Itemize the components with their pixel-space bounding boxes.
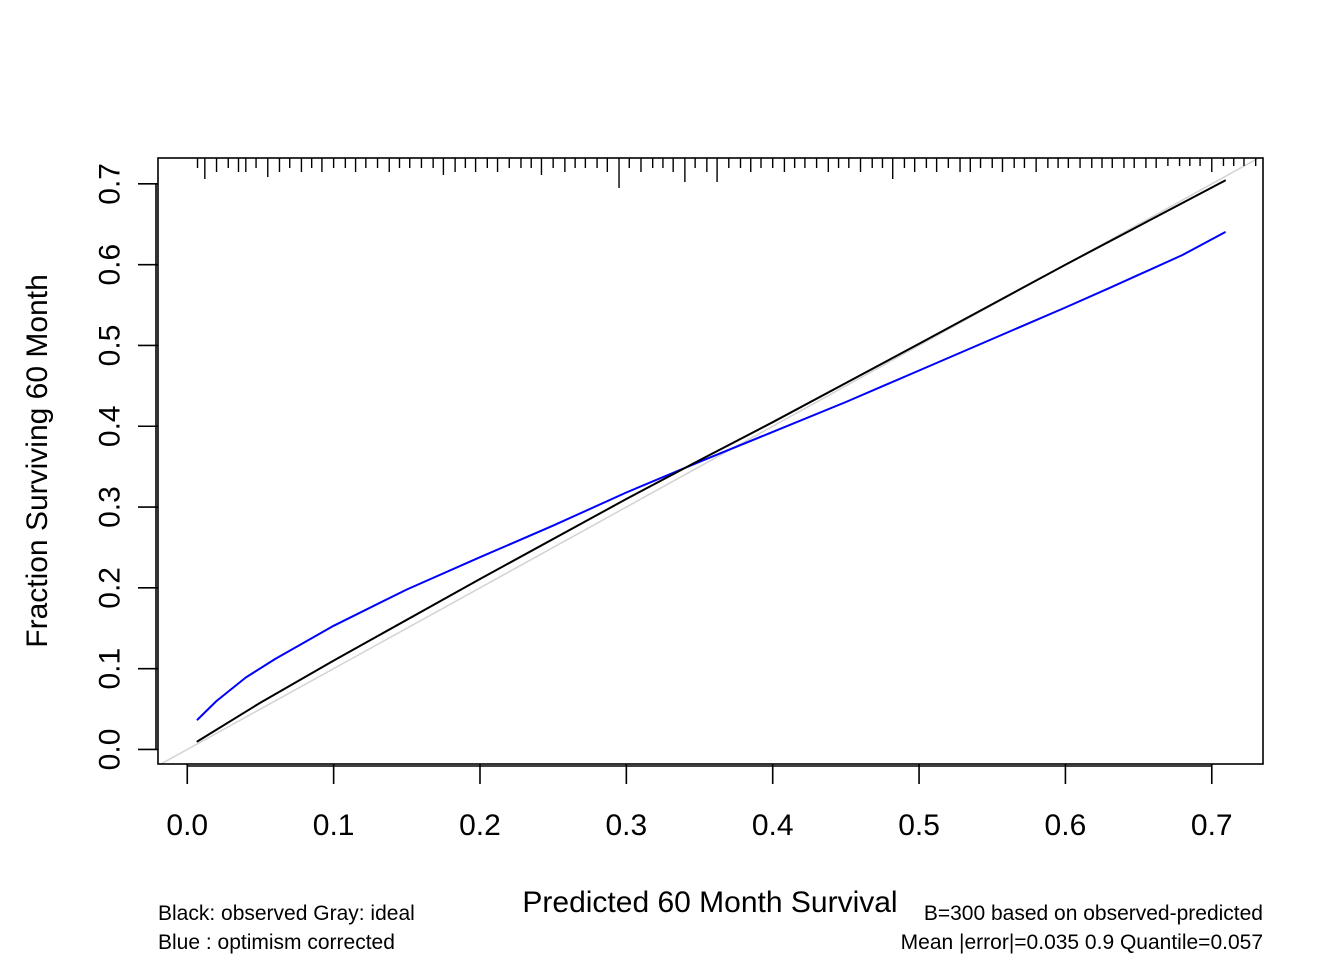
x-tick-label: 0.1 — [313, 809, 355, 842]
plot-area — [159, 158, 1261, 764]
x-tick-label: 0.4 — [752, 809, 794, 842]
y-tick-label: 0.2 — [94, 567, 127, 609]
series-line-optimism-corrected — [196, 231, 1226, 721]
note-optimism-corrected: Blue : optimism corrected — [158, 931, 395, 954]
rug-marks — [196, 158, 1257, 188]
y-tick-label: 0.5 — [94, 325, 127, 367]
y-tick-label: 0.0 — [94, 729, 127, 771]
y-axis: 0.0 0.1 0.2 0.3 0.4 0.5 0.6 0.7 — [94, 163, 158, 771]
y-tick-label: 0.4 — [94, 405, 127, 447]
x-tick-label: 0.6 — [1045, 809, 1087, 842]
note-mean-error: Mean |error|=0.035 0.9 Quantile=0.057 — [901, 931, 1263, 954]
y-tick-label: 0.6 — [94, 244, 127, 286]
x-tick-label: 0.7 — [1191, 809, 1233, 842]
x-tick-label: 0.2 — [459, 809, 501, 842]
note-bootstrap: B=300 based on observed-predicted — [924, 902, 1263, 925]
y-axis-title: Fraction Surviving 60 Month — [21, 274, 54, 648]
x-tick-label: 0.0 — [166, 809, 208, 842]
plot-frame — [157, 157, 1264, 765]
y-tick-label: 0.3 — [94, 486, 127, 528]
x-axis: 0.0 0.1 0.2 0.3 0.4 0.5 0.6 0.7 — [166, 764, 1233, 842]
x-tick-label: 0.5 — [898, 809, 940, 842]
x-axis-title: Predicted 60 Month Survival — [522, 886, 897, 919]
x-tick-label: 0.3 — [605, 809, 647, 842]
series-line-observed — [196, 179, 1226, 743]
note-observed-ideal: Black: observed Gray: ideal — [158, 902, 415, 925]
series-layer — [159, 158, 1261, 764]
y-tick-label: 0.7 — [94, 163, 127, 205]
y-tick-label: 0.1 — [94, 648, 127, 690]
